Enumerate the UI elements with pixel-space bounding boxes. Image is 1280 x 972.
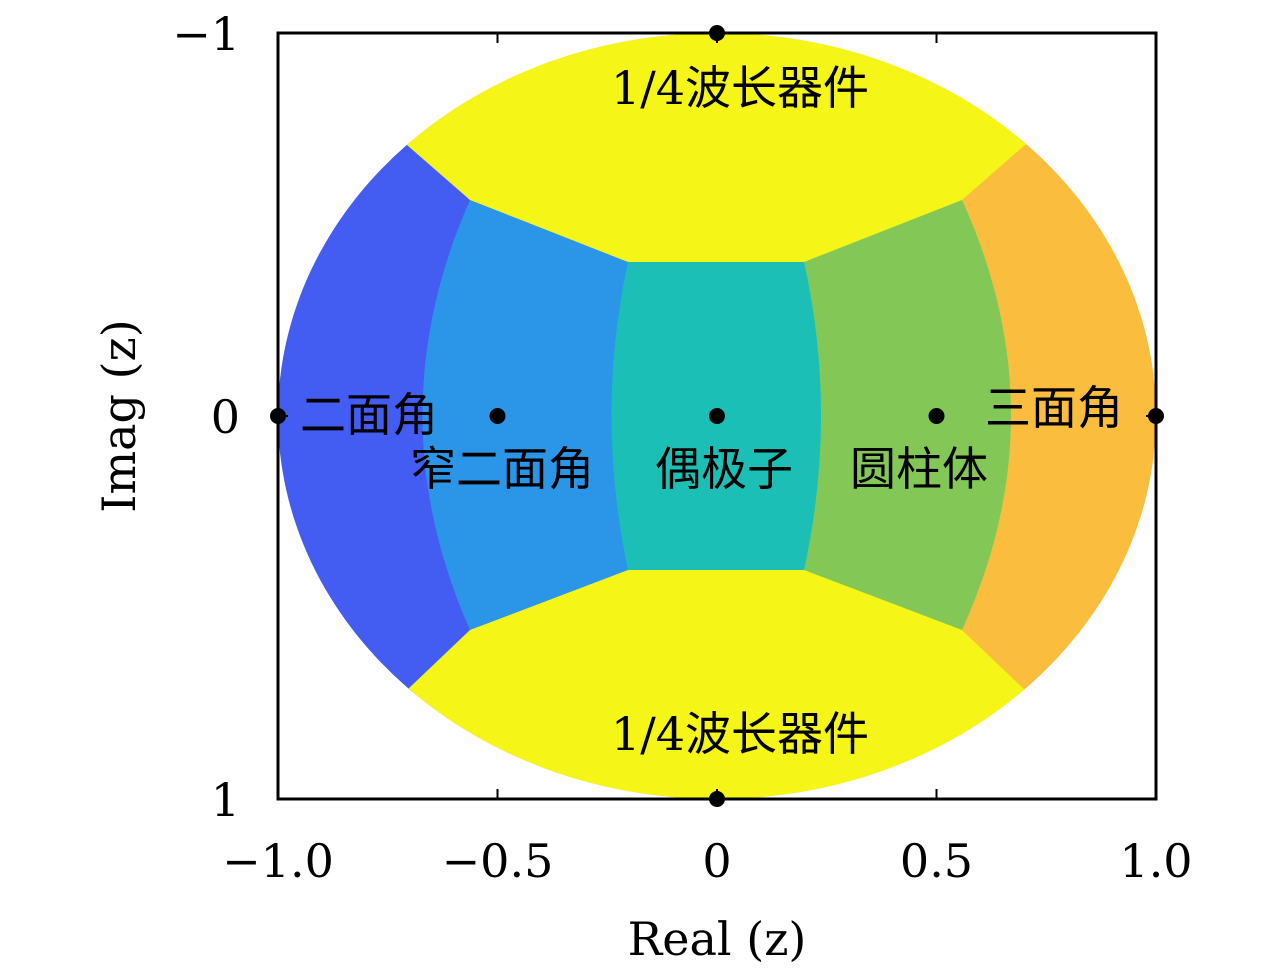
x-tick-label: 1.0 (1119, 834, 1192, 888)
region-label-narrow-dihedral: 窄二面角 (410, 442, 594, 496)
y-axis-label: Imag (z) (92, 319, 146, 512)
region-label-trihedral: 三面角 (985, 381, 1123, 435)
data-point (1148, 408, 1164, 424)
y-tick-label: 1 (211, 773, 240, 827)
data-point (709, 25, 725, 41)
x-tick-label: −0.5 (442, 834, 554, 888)
x-tick-label: 0.5 (900, 834, 973, 888)
region-label-dihedral: 二面角 (300, 388, 438, 442)
data-point (709, 408, 725, 424)
y-tick-label: −1 (172, 7, 240, 61)
data-point (489, 408, 506, 424)
region-label-quarter-wave-bottom: 1/4波长器件 (611, 707, 869, 761)
x-axis-label: Real (z) (628, 912, 807, 966)
x-tick-label: −1.0 (222, 834, 334, 888)
region-label-quarter-wave-top: 1/4波长器件 (611, 61, 869, 115)
data-points (270, 25, 1164, 807)
region-label-dipole: 偶极子 (655, 442, 793, 496)
x-tick-label: 0 (702, 834, 731, 888)
data-point (709, 791, 725, 807)
x-axis-ticks: −1.0 −0.5 0 0.5 1.0 (222, 33, 1193, 888)
data-point (928, 408, 945, 424)
y-axis-ticks: −1 0 1 (172, 7, 1156, 827)
data-point (270, 408, 286, 424)
region-label-cylinder: 圆柱体 (850, 442, 988, 496)
y-tick-label: 0 (211, 390, 240, 444)
